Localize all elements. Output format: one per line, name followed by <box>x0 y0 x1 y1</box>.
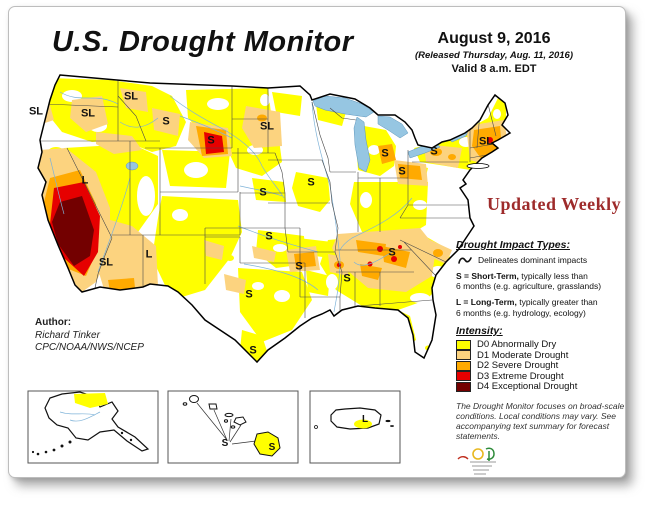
updated-weekly-note: Updated Weekly <box>487 194 622 214</box>
author-block: Author: Richard Tinker CPC/NOAA/NWS/NCEP <box>35 317 144 355</box>
intensity-swatch-D2 <box>456 360 471 371</box>
impact-label-ohio-pennsylvania: S <box>398 165 406 178</box>
delineates-row: Delineates dominant impacts <box>456 255 632 265</box>
impact-label-iowa: S <box>307 176 315 189</box>
hawaii-inset <box>167 390 299 464</box>
impact-label-arizona: SL <box>98 256 114 269</box>
great-lakes <box>125 95 469 173</box>
map-date: August 9, 2016 <box>437 30 551 47</box>
impact-label-nevada: L <box>81 174 89 187</box>
impact-label-mississippi: S <box>343 272 351 285</box>
release-date: (Released Thursday, Aug. 11, 2016) <box>414 50 574 61</box>
impact-label-hawaii: S <box>221 437 229 449</box>
author-org: CPC/NOAA/NWS/NCEP <box>35 342 144 353</box>
impact-label-northeast-montana: S <box>207 134 215 147</box>
intensity-item-D4: D4 Exceptional Drought <box>456 381 632 393</box>
date-block: August 9, 2016 (Released Thursday, Aug. … <box>408 30 580 75</box>
ndmc-logo <box>456 445 632 486</box>
impact-label-puerto-rico: L <box>361 413 369 425</box>
disclaimer-text: The Drought Monitor focuses on broad-sca… <box>456 400 625 441</box>
author-name: Richard Tinker <box>35 329 100 341</box>
impact-label-michigan: S <box>381 147 389 160</box>
alaska-inset <box>27 390 159 464</box>
intensity-swatch-D1 <box>456 350 471 361</box>
impact-label-oregon: SL <box>80 107 96 120</box>
puerto-rico-inset <box>309 390 401 464</box>
author-label: Author: <box>35 317 72 328</box>
impact-label-dakotas: SL <box>259 120 275 133</box>
intensity-item-D2: D2 Severe Drought <box>456 360 632 372</box>
impact-label-central-texas: S <box>245 288 253 301</box>
impact-label-new-mexico: L <box>145 248 153 261</box>
intensity-item-D1: D1 Moderate Drought <box>456 349 632 361</box>
intensity-swatch-D0 <box>456 339 471 350</box>
conus-outline <box>37 74 512 364</box>
impact-delineation-icon <box>458 256 472 264</box>
impact-label-hawaii-big-island: S <box>268 441 276 453</box>
delineates-text: Delineates dominant impacts <box>478 255 588 265</box>
impact-label-south-texas: S <box>249 344 257 357</box>
long-island <box>466 163 490 169</box>
intensity-item-D0: D0 Abnormally Dry <box>456 339 632 351</box>
impact-types-heading: Drought Impact Types: <box>456 239 570 251</box>
intensity-list: D0 Abnormally Dry D1 Moderate Drought D2 S… <box>456 339 632 393</box>
intensity-item-D3: D3 Extreme Drought <box>456 370 632 382</box>
intensity-heading: Intensity: <box>456 324 503 337</box>
impact-label-kansas-oklahoma: S <box>265 230 273 243</box>
intensity-label-D2: D2 Severe Drought <box>477 360 559 372</box>
intensity-swatch-D3 <box>456 371 471 382</box>
impact-label-new-york: S <box>430 145 438 158</box>
intensity-label-D3: D3 Extreme Drought <box>477 370 564 382</box>
intensity-label-D1: D1 Moderate Drought <box>477 349 569 361</box>
valid-time: Valid 8 a.m. EDT <box>451 63 537 75</box>
intensity-label-D0: D0 Abnormally Dry <box>477 339 557 351</box>
state-borders <box>40 80 501 318</box>
d4-areas <box>52 196 94 266</box>
long-term-definition: L = Long-Term, typically greater than 6 m… <box>456 297 598 318</box>
impact-label-north-georgia: S <box>388 246 396 259</box>
intensity-swatch-D4 <box>456 381 471 392</box>
impact-label-nebraska-kansas: S <box>259 186 267 199</box>
impact-label-washington-coast: SL <box>28 105 44 118</box>
impact-label-oklahoma-arkansas: S <box>295 260 303 273</box>
impact-label-new-england: SL <box>478 135 494 148</box>
short-term-definition: S = Short-Term, typically less than 6 mon… <box>456 271 602 292</box>
impact-label-western-montana: SL <box>123 90 139 103</box>
legend-panel: Drought Impact Types: Delineates dominan… <box>456 239 632 486</box>
intensity-label-D4: D4 Exceptional Drought <box>477 381 578 393</box>
page-title: U.S. Drought Monitor <box>52 26 354 58</box>
impact-label-central-montana: S <box>162 115 170 128</box>
